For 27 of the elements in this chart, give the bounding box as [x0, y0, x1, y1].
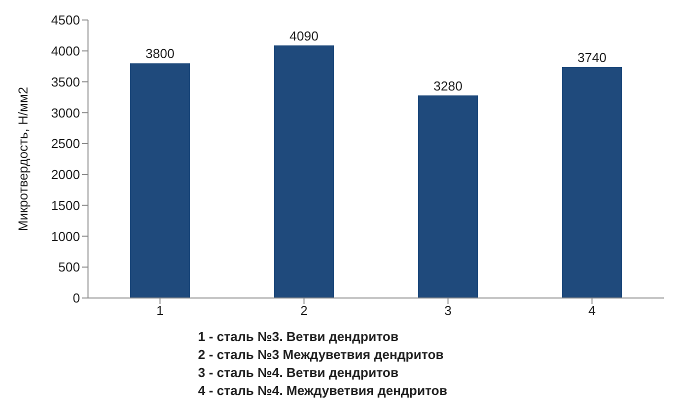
data-label: 4090	[290, 28, 318, 44]
y-tick-label: 0	[72, 290, 80, 306]
bar	[562, 66, 622, 298]
y-tick-label: 1000	[51, 228, 80, 244]
text: 4 - сталь №4. Междуветвия дендритов	[198, 382, 448, 400]
y-tick-label: 4000	[51, 44, 80, 59]
text: 3 - сталь №4. Ветви дендритов	[198, 364, 400, 382]
text: 2 - сталь №3 Междуветвия дендритов	[198, 346, 445, 364]
text: 1 - сталь №3. Ветви дендритов	[198, 328, 400, 346]
y-tick-label: 3500	[51, 74, 80, 90]
y-tick-label: 500	[58, 260, 80, 275]
y-tick-label: 2000	[51, 167, 80, 182]
y-axis-title: Микротвердость, Н/мм2	[16, 86, 31, 232]
y-tick-label: 1500	[51, 198, 80, 213]
x-tick-label: 2	[300, 303, 308, 318]
y-tick-label: 3000	[51, 105, 80, 120]
x-tick-label: 4	[588, 303, 596, 318]
data-label: 3740	[578, 50, 606, 65]
bar	[274, 45, 334, 298]
data-label: 3280	[434, 78, 462, 94]
x-tick-label: 3	[444, 303, 452, 318]
bar	[130, 63, 190, 298]
data-label: 3800	[146, 46, 174, 62]
y-tick-label: 2500	[51, 136, 80, 152]
y-tick-label: 4500	[51, 12, 80, 28]
x-tick-label: 1	[156, 303, 164, 318]
bar	[418, 95, 478, 298]
